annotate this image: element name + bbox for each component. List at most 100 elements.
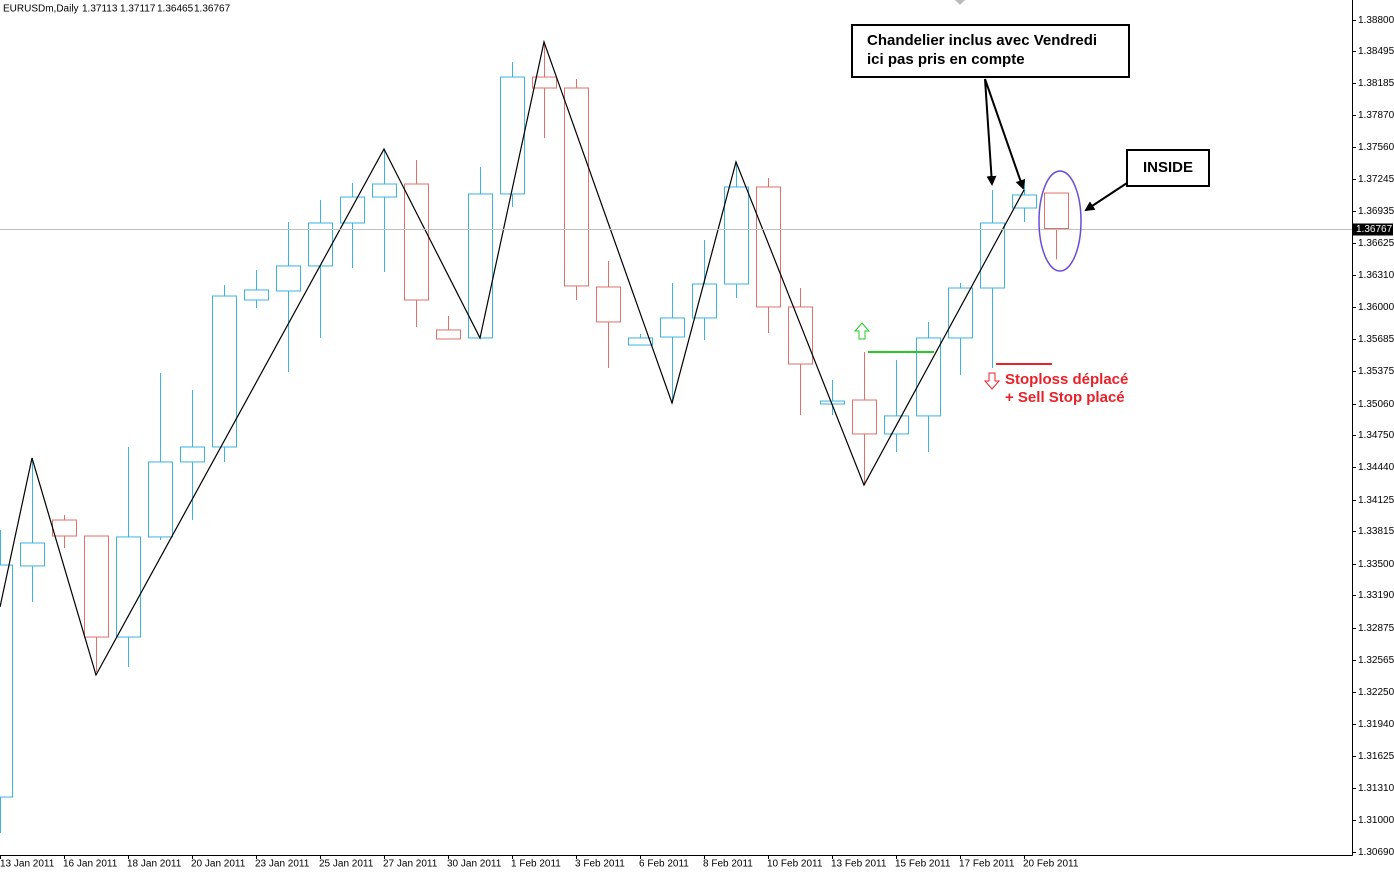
- symbol: EURUSDm,Daily: [3, 4, 79, 15]
- y-tick-label: 1.32875: [1358, 623, 1394, 634]
- candle-body: [724, 186, 749, 285]
- stoploss-text: Stoploss déplacé: [1005, 371, 1128, 388]
- candle-body: [212, 295, 237, 448]
- candle-body: [660, 317, 685, 338]
- sell-arrow: [983, 372, 1001, 390]
- x-tick-label: 17 Feb 2011: [959, 859, 1015, 870]
- candle-body: [52, 519, 77, 537]
- y-tick-label: 1.36310: [1358, 270, 1394, 281]
- candle-body: [564, 87, 589, 287]
- y-tick-label: 1.31625: [1358, 751, 1394, 762]
- y-tick-label: 1.33815: [1358, 526, 1394, 537]
- candle-body: [980, 222, 1005, 289]
- y-tick-label: 1.31310: [1358, 783, 1394, 794]
- callout-arrow: [984, 78, 1026, 190]
- candle-body: [20, 542, 45, 567]
- callout-text: Chandelier inclus avec Vendredi: [867, 32, 1097, 49]
- buy-arrow: [853, 322, 871, 340]
- candle-body: [500, 76, 525, 195]
- x-tick-label: 10 Feb 2011: [767, 859, 823, 870]
- candle-body: [116, 536, 141, 638]
- candle-body: [276, 265, 301, 292]
- x-tick-label: 20 Feb 2011: [1023, 859, 1079, 870]
- inside-arrow: [1084, 182, 1128, 212]
- candle-body: [468, 193, 493, 339]
- candle-body: [596, 286, 621, 323]
- y-tick-label: 1.34750: [1358, 430, 1394, 441]
- candle-body: [852, 399, 877, 435]
- scroll-marker: [955, 0, 965, 5]
- candle-body: [628, 337, 653, 346]
- y-tick-label: 1.36625: [1358, 238, 1394, 249]
- x-tick-label: 25 Jan 2011: [319, 859, 374, 870]
- callout-box: [851, 24, 1130, 78]
- candle-body: [244, 289, 269, 301]
- x-tick-label: 20 Jan 2011: [191, 859, 246, 870]
- candle-body: [372, 183, 397, 198]
- header-low: 1.36465: [157, 4, 194, 15]
- x-tick-label: 6 Feb 2011: [639, 859, 689, 870]
- price-label: 1.36767: [1356, 224, 1393, 235]
- y-tick-label: 1.31000: [1358, 815, 1394, 826]
- header-close: 1.36767: [194, 4, 231, 15]
- callout-arrow: [984, 78, 997, 186]
- candle-body: [0, 564, 13, 798]
- stoploss-text: + Sell Stop placé: [1005, 389, 1125, 406]
- y-tick-label: 1.37560: [1358, 142, 1394, 153]
- candle-body: [916, 337, 941, 417]
- callout-text: ici pas pris en compte: [867, 51, 1025, 68]
- y-tick-label: 1.36935: [1358, 206, 1394, 217]
- y-tick-label: 1.30690: [1358, 847, 1394, 858]
- x-tick-label: 3 Feb 2011: [575, 859, 625, 870]
- candle-body: [340, 196, 365, 224]
- x-tick-label: 13 Feb 2011: [831, 859, 887, 870]
- candle-body: [756, 186, 781, 308]
- y-tick-label: 1.35375: [1358, 366, 1394, 377]
- candle-body: [308, 222, 333, 267]
- y-tick-label: 1.38800: [1358, 15, 1394, 26]
- y-tick-label: 1.36000: [1358, 302, 1394, 313]
- candle-body: [1044, 192, 1069, 230]
- inside-box: [1126, 149, 1210, 187]
- candle-body: [404, 183, 429, 301]
- header-open: 1.37113: [82, 4, 118, 15]
- x-tick-label: 23 Jan 2011: [255, 859, 310, 870]
- header-high: 1.37117: [120, 4, 156, 15]
- y-tick-label: 1.34440: [1358, 462, 1394, 473]
- y-tick-label: 1.37870: [1358, 110, 1394, 121]
- inside-ellipse: [1038, 170, 1082, 272]
- y-tick-label: 1.32565: [1358, 655, 1394, 666]
- x-tick-label: 16 Jan 2011: [63, 859, 118, 870]
- price-label-bg: [1353, 223, 1393, 236]
- x-tick-label: 8 Feb 2011: [703, 859, 753, 870]
- candle-body: [148, 461, 173, 538]
- candle-body: [436, 329, 461, 340]
- candle-body: [532, 76, 557, 89]
- y-tick-label: 1.35685: [1358, 334, 1394, 345]
- y-tick-label: 1.33190: [1358, 590, 1394, 601]
- y-tick-label: 1.38185: [1358, 78, 1394, 89]
- candle-body: [84, 535, 109, 638]
- y-tick-label: 1.32250: [1358, 687, 1394, 698]
- y-tick-label: 1.37245: [1358, 174, 1394, 185]
- y-tick-label: 1.31940: [1358, 719, 1394, 730]
- x-tick-label: 15 Feb 2011: [895, 859, 951, 870]
- candle-body: [820, 400, 845, 405]
- candle-body: [180, 446, 205, 463]
- y-tick-label: 1.35060: [1358, 399, 1394, 410]
- plot-area: [0, 39, 1352, 834]
- candle-body: [1012, 194, 1037, 209]
- x-tick-label: 13 Jan 2011: [0, 859, 55, 870]
- y-tick-label: 1.38495: [1358, 46, 1394, 57]
- candle-body: [788, 306, 813, 365]
- y-tick-label: 1.34125: [1358, 495, 1394, 506]
- y-tick-label: 1.33500: [1358, 559, 1394, 570]
- x-tick-label: 1 Feb 2011: [511, 859, 561, 870]
- x-tick-label: 27 Jan 2011: [383, 859, 438, 870]
- x-tick-label: 18 Jan 2011: [127, 859, 182, 870]
- inside-text: INSIDE: [1143, 159, 1193, 176]
- zigzag-line: [0, 39, 1025, 677]
- candle-body: [948, 287, 973, 339]
